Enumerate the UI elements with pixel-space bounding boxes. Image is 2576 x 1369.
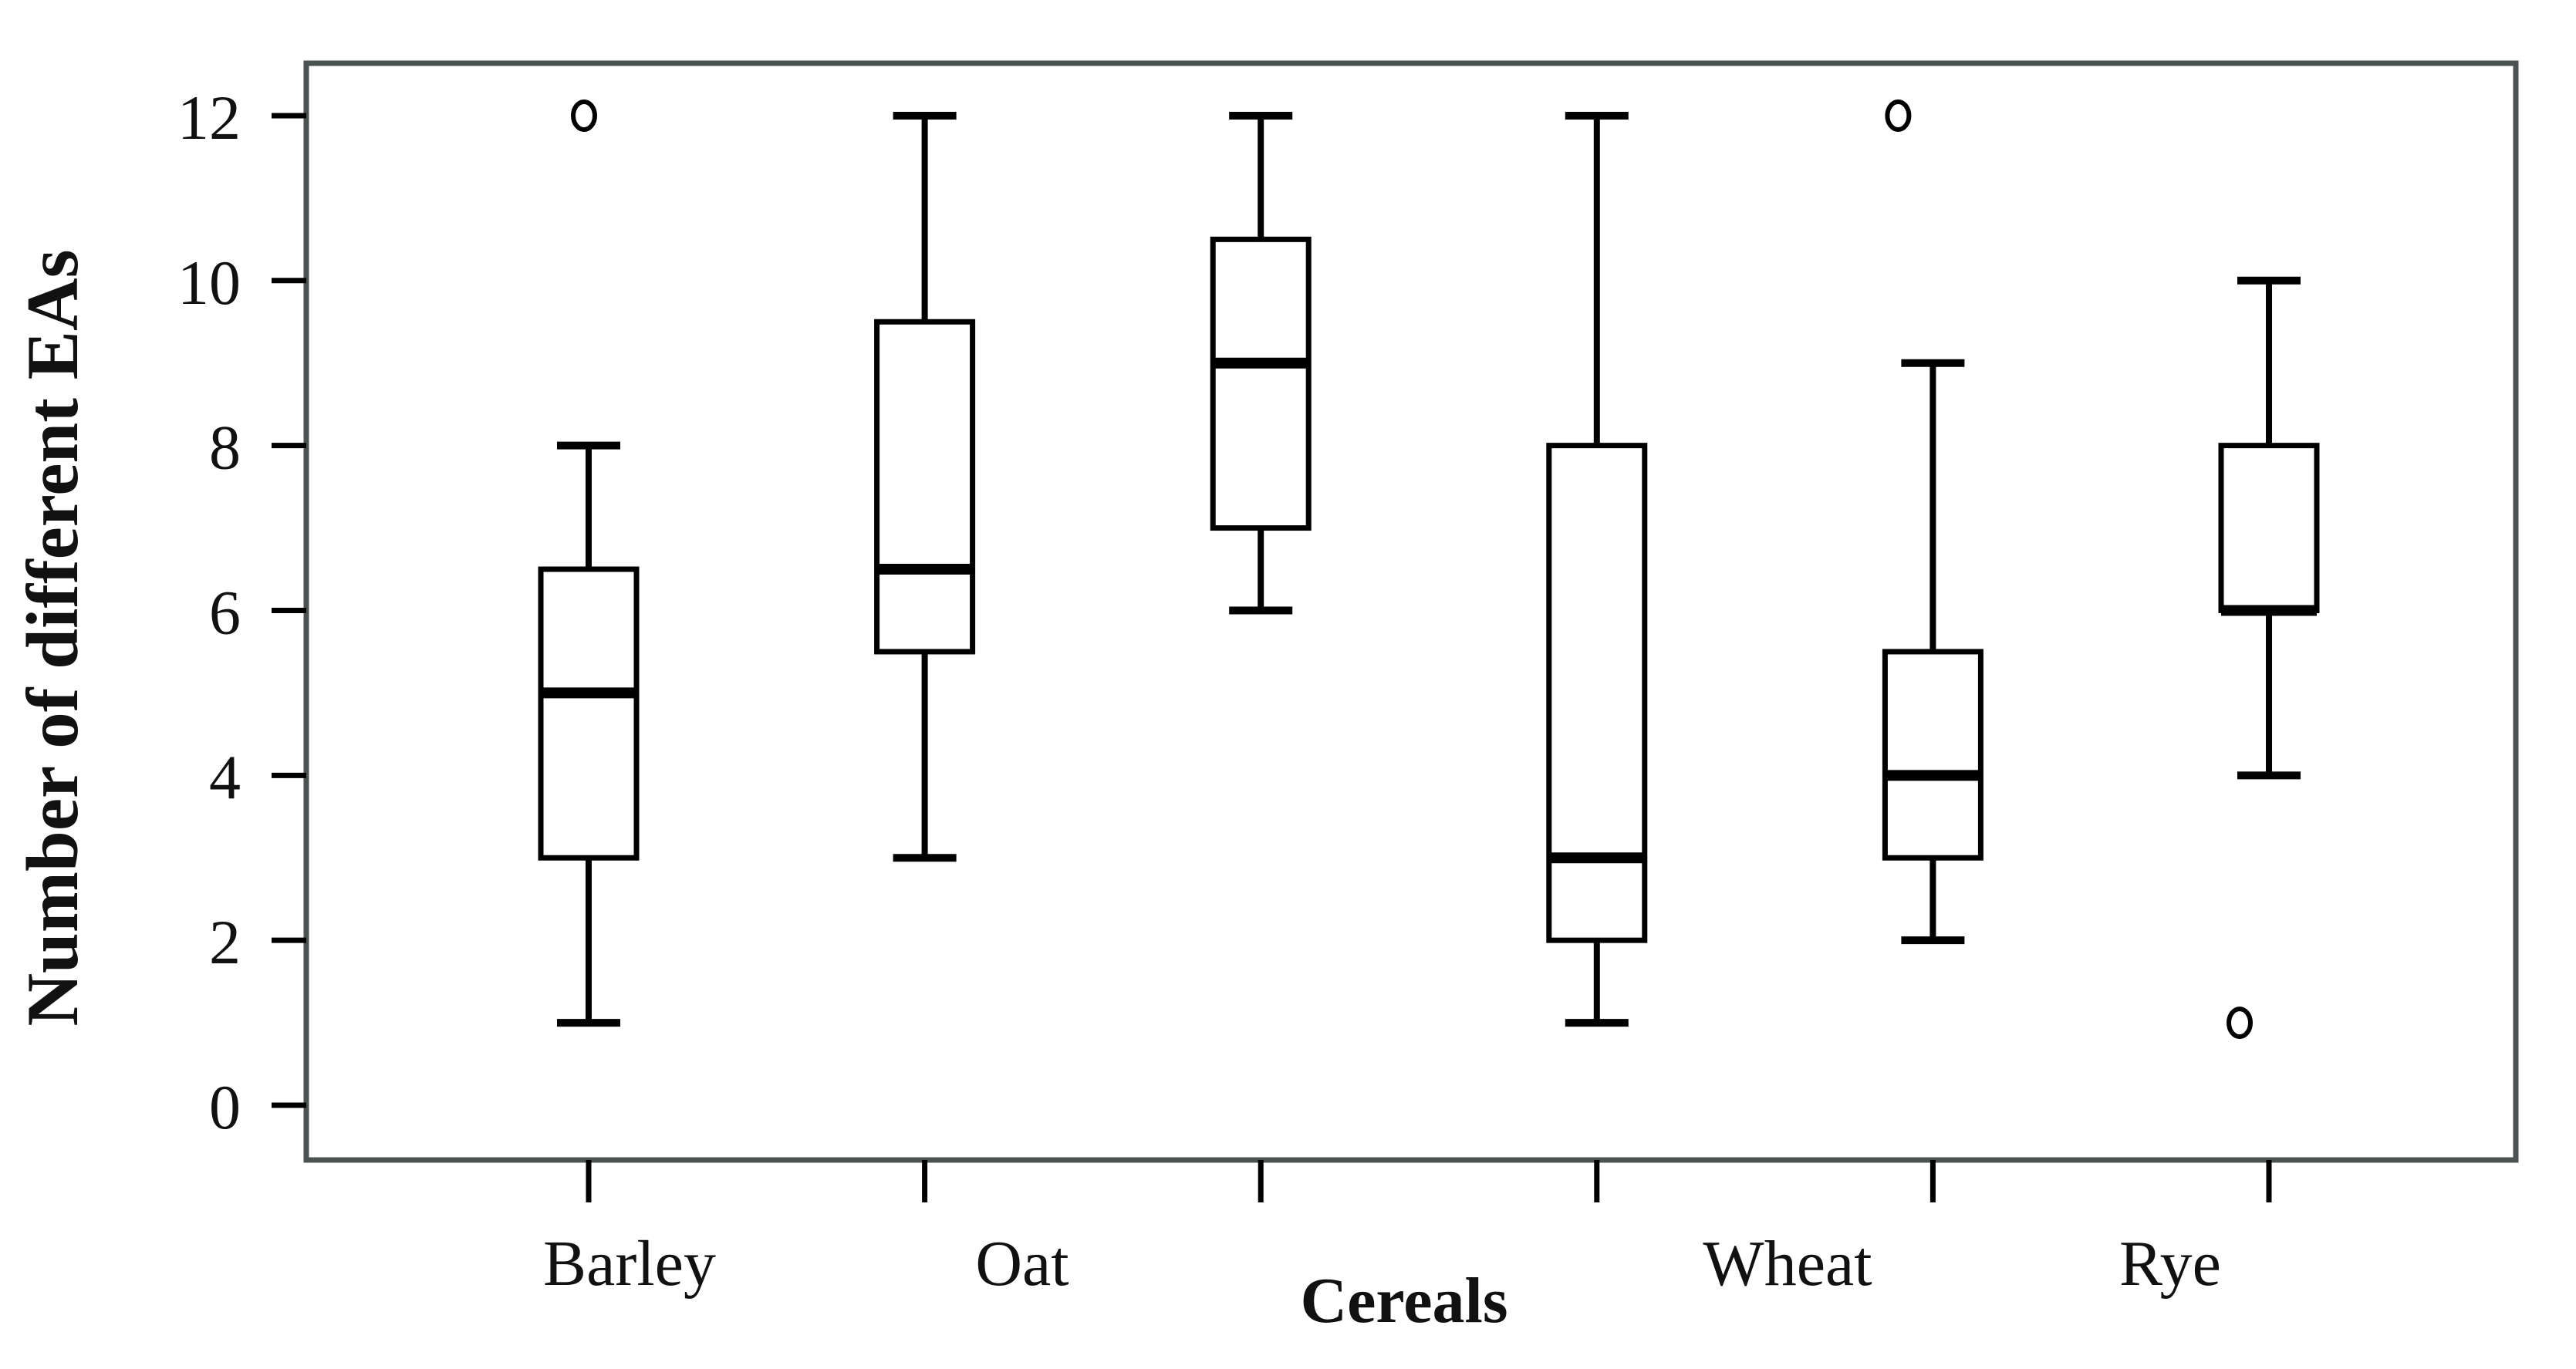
iqr-box <box>1882 649 1983 861</box>
y-tick-label: 8 <box>209 413 241 483</box>
x-category-label: Wheat <box>1703 1228 1872 1300</box>
boxplot-barley <box>538 99 640 1027</box>
y-tick-label: 6 <box>209 577 241 647</box>
x-category-label: Oat <box>975 1228 1069 1300</box>
iqr-box <box>874 319 976 655</box>
y-axis-title: Number of different EAs <box>12 249 93 1026</box>
y-tick-label: 2 <box>209 907 241 977</box>
iqr-box <box>1546 443 1648 943</box>
boxplot-unlabeled-3 <box>1210 111 1312 615</box>
y-tick-label: 12 <box>177 83 241 153</box>
outlier-point <box>1885 99 1912 132</box>
y-tick-label: 10 <box>177 248 241 318</box>
boxplot-rye <box>2218 276 2320 1040</box>
iqr-box <box>1210 236 1312 531</box>
x-category-label: Rye <box>2119 1228 2221 1300</box>
boxplot-wheat <box>1882 99 1983 945</box>
boxplot-unlabeled-4 <box>1546 111 1648 1027</box>
iqr-box <box>538 566 640 861</box>
outlier-point <box>2227 1007 2253 1040</box>
boxplot-oat <box>874 111 976 862</box>
y-tick-label: 4 <box>209 742 241 812</box>
x-axis-title: Cereals <box>1300 1265 1507 1337</box>
x-category-label: Barley <box>543 1228 716 1300</box>
iqr-box <box>2218 443 2320 613</box>
outlier-point <box>571 99 597 132</box>
y-tick-label: 0 <box>209 1072 241 1142</box>
